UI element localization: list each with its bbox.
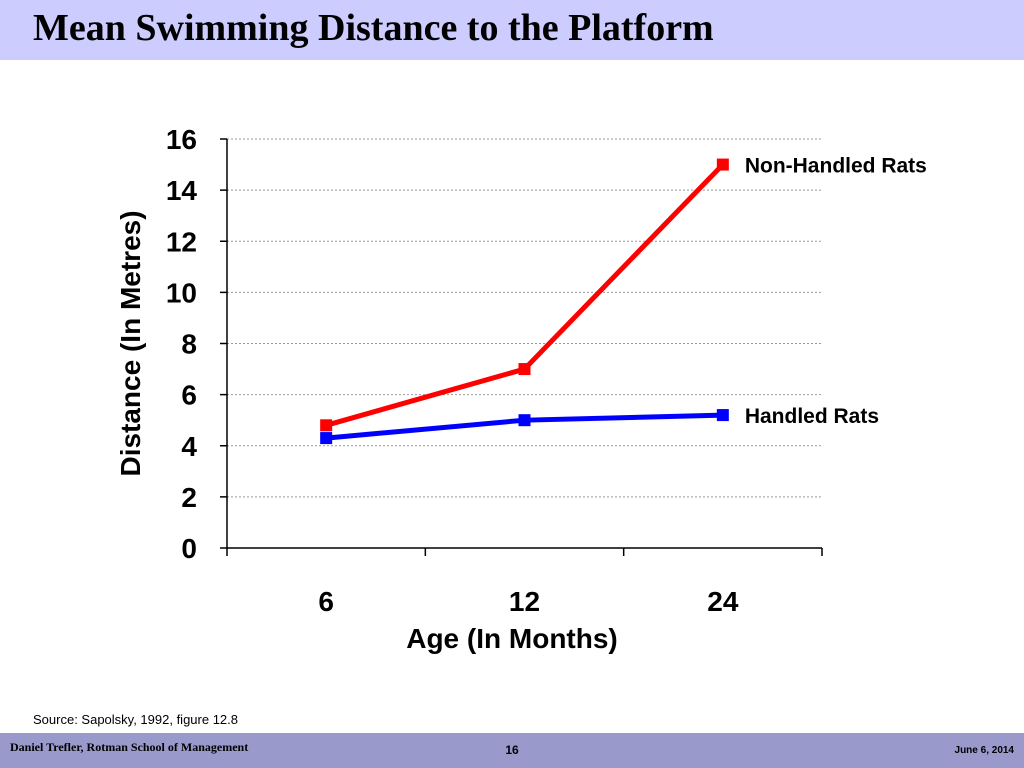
data-point (320, 432, 333, 445)
y-tick-label: 0 (181, 533, 197, 564)
x-tick-label: 12 (509, 586, 540, 617)
data-point (320, 419, 333, 432)
slide-title: Mean Swimming Distance to the Platform (33, 7, 714, 49)
data-point (518, 414, 531, 427)
y-tick-label: 14 (166, 175, 198, 206)
y-tick-label: 16 (166, 124, 197, 155)
data-point (716, 158, 729, 171)
axes (220, 138, 823, 556)
gridlines (227, 138, 822, 498)
x-tick-label: 6 (318, 586, 334, 617)
y-tick-label: 4 (181, 431, 197, 462)
y-tick-label: 12 (166, 226, 197, 257)
footer-date: June 6, 2014 (954, 745, 1014, 756)
data-point (518, 363, 531, 376)
series-lines (320, 158, 729, 445)
footer-author: Daniel Trefler, Rotman School of Managem… (10, 740, 249, 754)
y-tick-label: 6 (181, 380, 197, 411)
page-number: 16 (505, 743, 519, 757)
title-bar: Mean Swimming Distance to the Platform (0, 0, 1024, 60)
x-tick-label: 24 (707, 586, 739, 617)
y-tick-label: 2 (181, 482, 197, 513)
series-line (325, 162, 725, 428)
series-label: Non-Handled Rats (745, 155, 927, 178)
y-axis-title: Distance (In Metres) (115, 210, 146, 476)
source-note: Source: Sapolsky, 1992, figure 12.8 (33, 712, 238, 727)
footer-bar: Daniel Trefler, Rotman School of Managem… (0, 733, 1024, 768)
y-tick-label: 8 (181, 329, 197, 360)
x-axis-title: Age (In Months) (406, 623, 618, 654)
data-point (716, 409, 729, 422)
series-label: Handled Rats (745, 405, 879, 428)
y-tick-label: 10 (166, 277, 197, 308)
